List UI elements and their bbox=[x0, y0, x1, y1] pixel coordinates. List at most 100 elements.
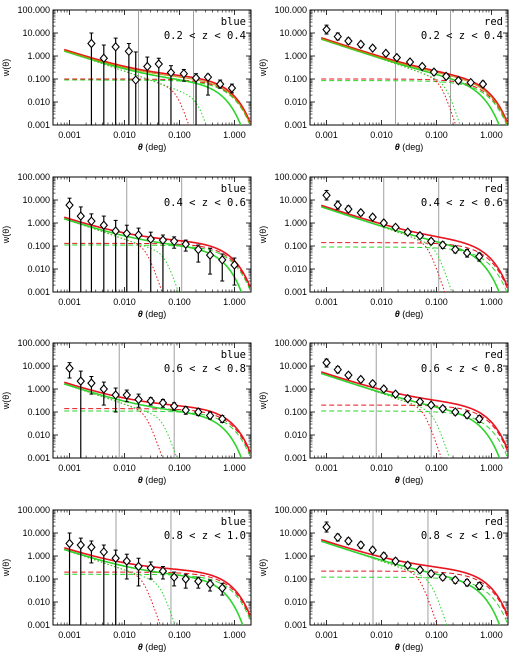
panel-blue-1: 100.000 10.000 1.000 0.100 0.010 0.001 0.001 0.… bbox=[1, 5, 252, 152]
y-tick-label: 0.100 bbox=[27, 241, 50, 251]
data-point-marker bbox=[111, 390, 120, 400]
data-point-marker bbox=[181, 405, 190, 416]
axes-frame bbox=[309, 9, 509, 126]
panel-red-2: 100.000 10.000 1.000 0.100 0.010 0.001 0.001 0.… bbox=[258, 172, 509, 319]
data-point-marker bbox=[415, 230, 425, 241]
model-total-red bbox=[320, 538, 508, 615]
data-point-marker bbox=[403, 560, 412, 570]
data-point-marker bbox=[87, 378, 96, 388]
y-tick-label: 1.000 bbox=[27, 51, 50, 61]
y-tick-label: 0.010 bbox=[284, 430, 307, 440]
panel-redshift-label: 0.4 < z < 0.6 bbox=[164, 197, 246, 209]
x-tick-label: 0.001 bbox=[58, 630, 81, 640]
data-point-marker bbox=[143, 61, 152, 72]
x-axis-unit: (deg) bbox=[400, 475, 424, 485]
data-point-marker bbox=[111, 42, 120, 52]
data-point-marker bbox=[194, 407, 203, 417]
y-tick-label: 0.001 bbox=[284, 120, 307, 130]
y-tick-label: 10.000 bbox=[279, 195, 307, 205]
data-point-marker bbox=[475, 581, 484, 591]
x-axis-unit: (deg) bbox=[143, 642, 167, 652]
x-tick-label: 0.100 bbox=[425, 130, 448, 140]
y-tick-label: 100.000 bbox=[17, 338, 50, 348]
axes-frame bbox=[309, 176, 509, 293]
y-tick-label: 0.010 bbox=[27, 430, 50, 440]
data-point-marker bbox=[218, 414, 227, 424]
data-point-marker bbox=[179, 68, 189, 79]
data-point-marker bbox=[181, 239, 190, 250]
model-total-red bbox=[63, 216, 251, 288]
panel-redshift-label: 0.8 < z < 1.0 bbox=[421, 530, 503, 542]
x-axis-symbol: θ bbox=[138, 642, 143, 652]
y-tick-label: 1.000 bbox=[27, 551, 50, 561]
axes-frame bbox=[52, 9, 252, 126]
x-axis-symbol: θ bbox=[395, 309, 400, 319]
panel-redshift-label: 0.4 < z < 0.6 bbox=[421, 197, 503, 209]
data-point-marker bbox=[333, 200, 342, 210]
data-point-marker bbox=[403, 227, 412, 237]
x-axis-title: θ (deg) bbox=[395, 475, 424, 485]
data-point-marker bbox=[379, 384, 389, 394]
y-tick-label: 0.100 bbox=[284, 74, 307, 84]
y-tick-label: 0.001 bbox=[27, 620, 50, 630]
x-axis-symbol: θ bbox=[395, 475, 400, 485]
model-total-green bbox=[63, 50, 242, 125]
x-axis-title: θ (deg) bbox=[138, 309, 167, 319]
y-tick-label: 100.000 bbox=[17, 5, 50, 15]
data-point-marker bbox=[356, 374, 366, 385]
x-axis-unit: (deg) bbox=[143, 142, 167, 152]
panel-sample-label: red bbox=[484, 16, 503, 28]
panel-sample-label: red bbox=[484, 349, 503, 361]
model-total-red bbox=[320, 36, 508, 123]
x-tick-label: 0.100 bbox=[168, 130, 191, 140]
data-point-marker bbox=[205, 250, 215, 260]
data-point-marker bbox=[131, 75, 140, 85]
y-tick-label: 10.000 bbox=[22, 195, 50, 205]
y-tick-label: 100.000 bbox=[274, 338, 307, 348]
data-point-marker bbox=[466, 77, 475, 88]
y-tick-label: 100.000 bbox=[274, 505, 307, 515]
model-total-red bbox=[320, 371, 508, 449]
model-total-red bbox=[63, 381, 251, 453]
data-point-marker bbox=[181, 574, 190, 584]
data-point-marker bbox=[322, 357, 331, 368]
data-point-marker bbox=[65, 363, 74, 374]
x-axis-symbol: θ bbox=[395, 642, 400, 652]
data-point-marker bbox=[451, 407, 460, 417]
y-tick-label: 0.001 bbox=[27, 287, 50, 297]
model-total-green bbox=[320, 540, 501, 625]
x-tick-label: 0.100 bbox=[168, 297, 191, 307]
y-tick-label: 10.000 bbox=[279, 28, 307, 38]
x-tick-label: 1.000 bbox=[223, 297, 246, 307]
data-point-marker bbox=[392, 52, 402, 63]
x-tick-label: 0.010 bbox=[370, 130, 393, 140]
data-point-marker bbox=[65, 200, 74, 210]
y-tick-label: 100.000 bbox=[17, 172, 50, 182]
x-tick-label: 0.100 bbox=[168, 463, 191, 473]
data-point-marker bbox=[451, 244, 460, 255]
model-total-green bbox=[63, 383, 243, 458]
data-point-marker bbox=[438, 403, 447, 414]
model-total-green bbox=[320, 372, 501, 458]
model-total-green bbox=[320, 205, 501, 292]
two-halo-green-dashed bbox=[64, 573, 251, 620]
plot-area bbox=[63, 510, 251, 625]
panel-sample-label: blue bbox=[221, 183, 246, 195]
y-tick-label: 0.100 bbox=[284, 241, 307, 251]
y-tick-label: 0.100 bbox=[27, 407, 50, 417]
data-point-marker bbox=[169, 236, 179, 247]
data-point-marker bbox=[322, 522, 331, 532]
x-axis-title: θ (deg) bbox=[138, 475, 167, 485]
x-axis-symbol: θ bbox=[138, 309, 143, 319]
x-axis-unit: (deg) bbox=[400, 142, 424, 152]
panel-redshift-label: 0.6 < z < 0.8 bbox=[421, 363, 503, 375]
axes-frame bbox=[309, 342, 509, 459]
data-point-marker bbox=[478, 79, 488, 89]
x-tick-label: 0.001 bbox=[315, 630, 338, 640]
two-halo-green-dashed bbox=[64, 244, 251, 291]
model-total-overlap bbox=[321, 37, 508, 124]
plot-area bbox=[320, 510, 508, 625]
data-point-marker bbox=[426, 400, 436, 410]
data-point-marker bbox=[391, 556, 400, 566]
data-point-marker bbox=[65, 538, 74, 549]
